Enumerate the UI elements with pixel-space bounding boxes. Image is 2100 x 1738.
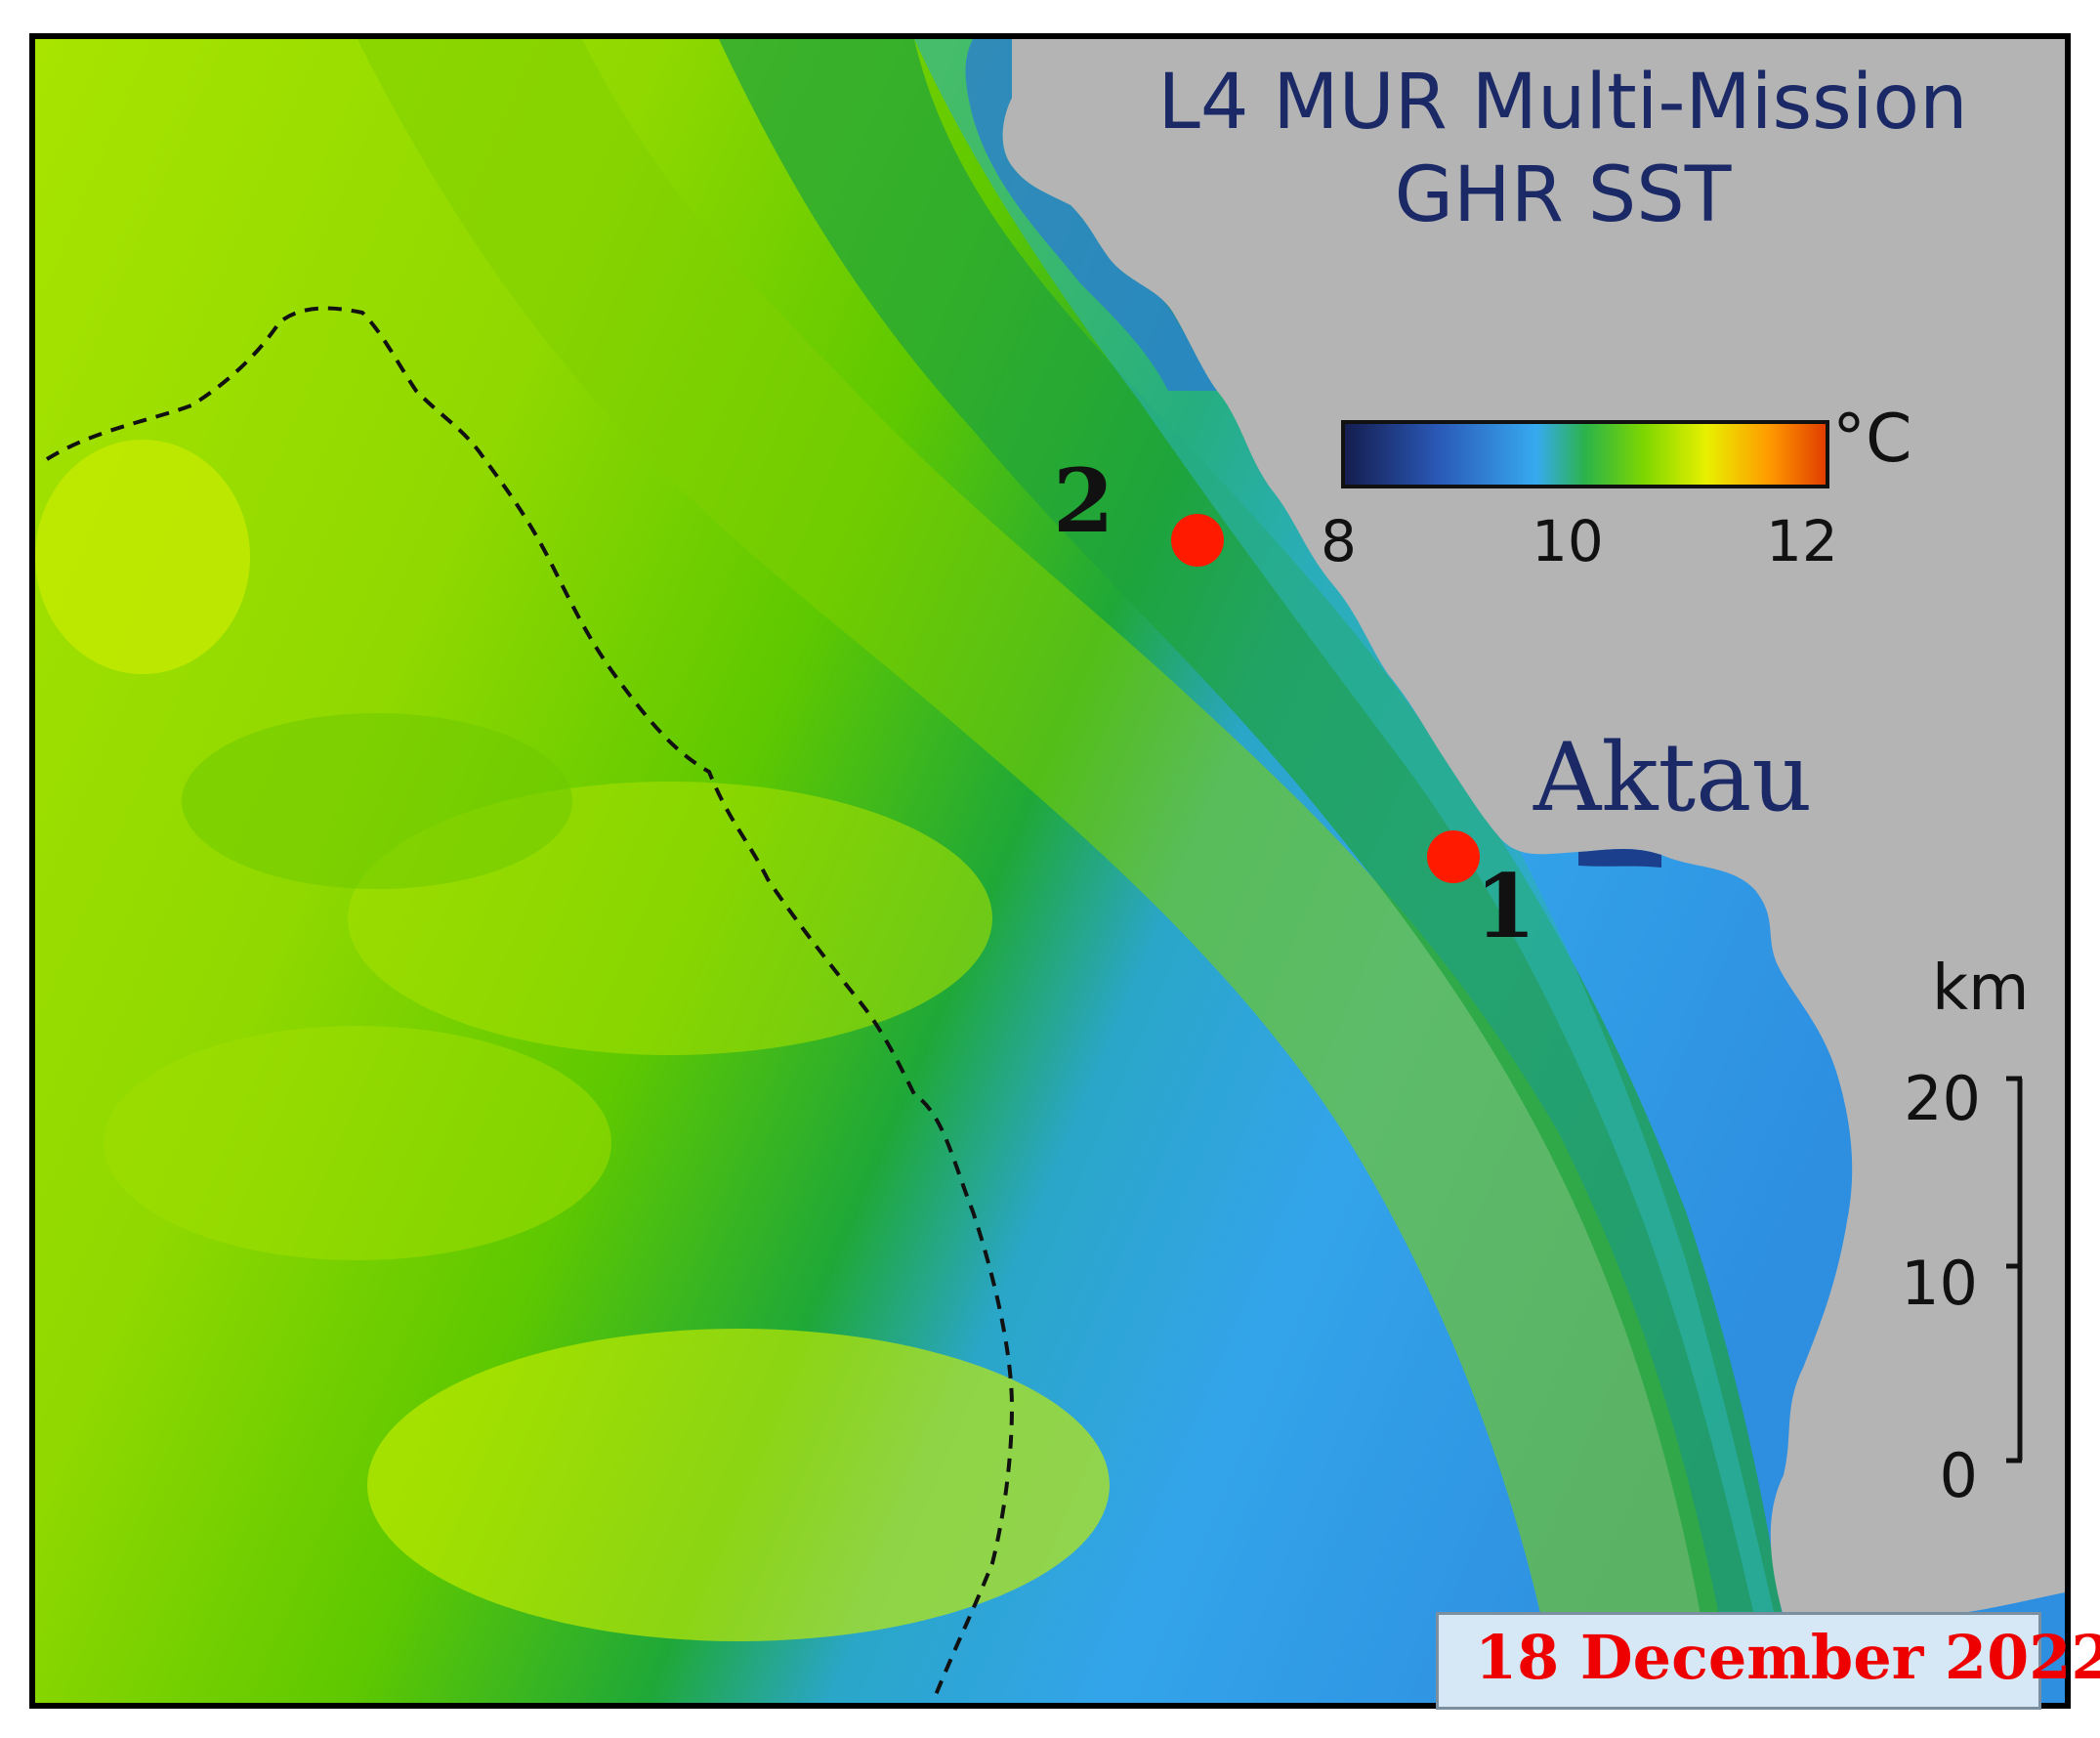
date-label: 18 December 2022 bbox=[1475, 1622, 2100, 1693]
sea-patch bbox=[182, 713, 572, 889]
colorbar bbox=[1341, 420, 1829, 488]
sea-patch bbox=[104, 1026, 611, 1260]
harbor-mark bbox=[1578, 848, 1661, 868]
scale-tick-10: 10 bbox=[1901, 1248, 1978, 1319]
scale-tick-20: 20 bbox=[1904, 1063, 1981, 1134]
map-frame bbox=[29, 33, 2071, 1709]
colorbar-unit: °C bbox=[1832, 401, 1912, 478]
sst-map bbox=[35, 39, 2065, 1703]
sea-patch bbox=[367, 1329, 1110, 1641]
place-label-aktau: Aktau bbox=[1533, 723, 1813, 832]
station-2-label: 2 bbox=[1053, 449, 1114, 553]
colorbar-tick-max: 12 bbox=[1766, 508, 1838, 574]
sea-band-green bbox=[35, 39, 1735, 1703]
colorbar-tick-min: 8 bbox=[1321, 508, 1357, 574]
map-title-line-2: GHR SST bbox=[1394, 151, 1732, 239]
scale-bar-unit: km bbox=[1932, 953, 2030, 1025]
station-1-label: 1 bbox=[1475, 855, 1536, 958]
station-1-marker bbox=[1427, 830, 1480, 883]
station-2-marker bbox=[1171, 514, 1224, 567]
scale-bar bbox=[2006, 1076, 2023, 1463]
scale-tick-0: 0 bbox=[1939, 1440, 1978, 1511]
date-box bbox=[1436, 1612, 2041, 1710]
sea-band-darkgreen bbox=[719, 39, 1793, 1703]
colorbar-tick-mid: 10 bbox=[1532, 508, 1604, 574]
map-title-line-1: L4 MUR Multi-Mission bbox=[1157, 59, 1968, 147]
sea-patch bbox=[35, 440, 250, 674]
boundary-dashed-line bbox=[45, 306, 1015, 1701]
coastal-fringe bbox=[965, 39, 1217, 391]
